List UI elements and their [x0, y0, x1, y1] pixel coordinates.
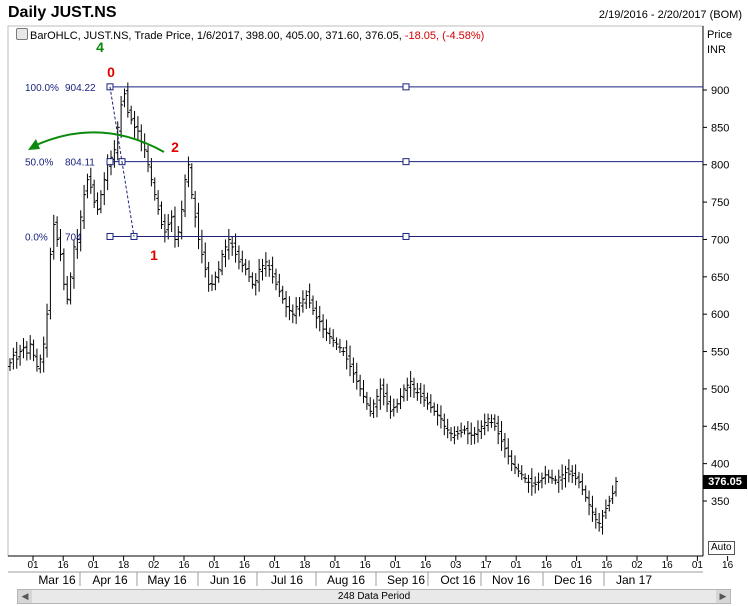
wave-annotations: 40 2 1 [28, 39, 179, 263]
chart-settings-icon[interactable] [16, 28, 28, 40]
fib-level-percent: 0.0% [25, 232, 48, 243]
fib-trend-line [109, 86, 135, 237]
price-tick-label: 700 [711, 234, 729, 246]
date-tick-label: 01 [692, 560, 704, 571]
price-axis: 350 400 450 500 550 600 650 700 750 800 850 900 [703, 85, 729, 508]
date-tick-label: 16 [722, 560, 734, 571]
date-tick-label: 16 [239, 560, 251, 571]
fib-handle[interactable] [130, 232, 138, 240]
wave-arrow-head-icon [28, 139, 40, 150]
price-tick-label: 800 [711, 160, 729, 172]
price-tick-label: 850 [711, 122, 729, 134]
chart-frame [7, 25, 704, 557]
date-tick-label: 16 [178, 560, 190, 571]
price-tick-label: 400 [711, 459, 729, 471]
date-tick-label: 01 [390, 560, 402, 571]
price-tick-label: 750 [711, 197, 729, 209]
date-tick-label: 02 [148, 560, 160, 571]
month-label: Jun 16 [210, 573, 246, 587]
title-bar: Daily JUST.NS 2/19/2016 - 2/20/2017 (BOM… [0, 0, 748, 28]
fibonacci-retracement[interactable]: 100.0% 904.22 50.0% 804.11 0.0% 704 [25, 83, 703, 244]
ohlc-readout: BarOHLC, JUST.NS, Trade Price, 1/6/2017,… [30, 30, 402, 42]
scroll-right-arrow-icon[interactable]: ▶ [716, 590, 730, 603]
axis-unit-price: Price [707, 29, 733, 41]
auto-scale-button[interactable]: Auto [708, 541, 735, 555]
date-tick-label: 16 [601, 560, 613, 571]
ohlc-bars [8, 82, 618, 535]
month-label: Mar 16 [38, 573, 76, 587]
date-tick-label: 01 [88, 560, 100, 571]
wave-label: 1 [150, 247, 158, 263]
price-tick-label: 650 [711, 272, 729, 284]
fib-handle[interactable] [402, 232, 410, 240]
scroll-left-arrow-icon[interactable]: ◀ [18, 590, 32, 603]
wave-label: 4 [96, 39, 104, 55]
price-tick-label: 500 [711, 384, 729, 396]
fib-handle[interactable] [106, 232, 114, 240]
date-tick-label: 01 [27, 560, 39, 571]
date-tick-label: 18 [299, 560, 311, 571]
month-label: Dec 16 [554, 573, 592, 587]
data-period-label: 248 Data Period [337, 591, 411, 602]
wave-label: 0 [107, 64, 115, 80]
fib-level-value: 904.22 [65, 83, 96, 94]
last-price-label: 376.05 [703, 475, 747, 489]
chart-title: Daily JUST.NS [8, 4, 117, 21]
date-tick-label: 03 [450, 560, 462, 571]
month-label: Oct 16 [440, 573, 476, 587]
symbol-info-line: BarOHLC, JUST.NS, Trade Price, 1/6/2017,… [16, 28, 484, 42]
date-tick-label: 01 [571, 560, 583, 571]
month-label: Nov 16 [492, 573, 530, 587]
month-label: May 16 [147, 573, 187, 587]
month-label: Aug 16 [327, 573, 365, 587]
scrollbar[interactable]: ◀ 248 Data Period ▶ [17, 589, 731, 604]
price-tick-label: 600 [711, 309, 729, 321]
date-tick-label: 01 [329, 560, 341, 571]
month-label: Sep 16 [387, 573, 425, 587]
date-tick-label: 16 [662, 560, 674, 571]
date-tick-label: 16 [360, 560, 372, 571]
date-tick-label: 01 [209, 560, 221, 571]
date-axis: 01 16 01 18 02 16 01 16 01 18 01 16 01 16 03 17 01 16 01 16… [8, 556, 734, 587]
date-range: 2/19/2016 - 2/20/2017 (BOM) [598, 9, 742, 21]
wave-label: 2 [171, 139, 179, 155]
date-tick-label: 01 [269, 560, 281, 571]
price-tick-label: 350 [711, 496, 729, 508]
price-tick-label: 450 [711, 421, 729, 433]
axis-unit-currency: INR [707, 44, 726, 56]
wave-arrow-curve [33, 131, 165, 153]
fib-level-percent: 50.0% [25, 158, 53, 169]
fib-handle[interactable] [402, 158, 410, 166]
date-tick-label: 16 [541, 560, 553, 571]
date-tick-label: 16 [420, 560, 432, 571]
price-change: -18.05, (-4.58%) [401, 30, 485, 42]
date-tick-label: 16 [58, 560, 70, 571]
fib-handle[interactable] [106, 158, 114, 166]
fib-level-value: 804.11 [65, 158, 95, 169]
fib-level-value: 704 [65, 232, 82, 243]
price-tick-label: 900 [711, 85, 729, 97]
fib-level-percent: 100.0% [25, 83, 59, 94]
date-tick-label: 02 [631, 560, 643, 571]
date-tick-label: 17 [480, 560, 492, 571]
month-label: Jan 17 [616, 573, 652, 587]
date-tick-label: 01 [511, 560, 523, 571]
price-tick-label: 550 [711, 347, 729, 359]
date-tick-label: 18 [118, 560, 130, 571]
month-label: Jul 16 [271, 573, 303, 587]
month-label: Apr 16 [92, 573, 128, 587]
fib-handle[interactable] [402, 83, 410, 91]
